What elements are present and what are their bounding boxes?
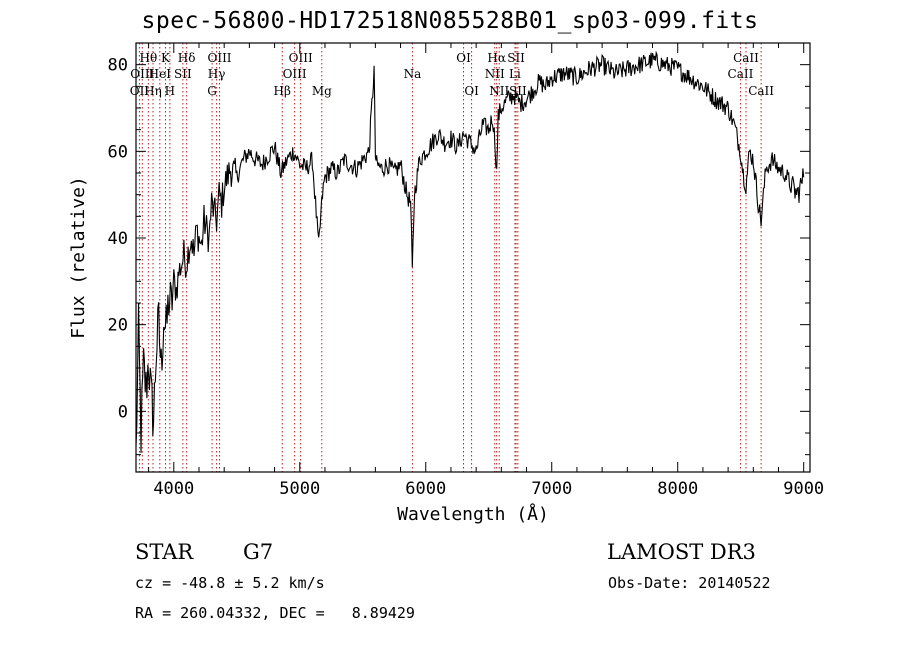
line-marker-label: Hδ bbox=[178, 51, 196, 65]
line-marker-label: OIII bbox=[289, 51, 313, 65]
line-marker-label: OI bbox=[464, 84, 479, 98]
y-tick-label: 20 bbox=[108, 316, 128, 336]
redshift-value: cz = -48.8 ± 5.2 km/s bbox=[135, 574, 325, 592]
line-marker-label: CaII bbox=[748, 84, 774, 98]
x-tick-label: 8000 bbox=[657, 479, 698, 499]
y-tick-label: 60 bbox=[108, 142, 128, 162]
x-axis-ticks: 4000 5000 6000 7000 8000 9000 bbox=[148, 43, 824, 499]
line-marker-label: OIII bbox=[207, 51, 231, 65]
line-marker-label: Mg bbox=[312, 84, 332, 98]
x-tick-label: 7000 bbox=[531, 479, 572, 499]
line-marker-label: G bbox=[207, 84, 217, 98]
y-tick-label: 40 bbox=[108, 229, 128, 249]
survey-name: LAMOST DR3 bbox=[607, 540, 756, 564]
line-marker-label: Hη bbox=[144, 84, 162, 98]
line-marker-label: OIII bbox=[283, 67, 307, 81]
x-tick-label: 6000 bbox=[405, 479, 446, 499]
line-marker-label: Hβ bbox=[274, 84, 291, 98]
y-axis-ticks: 0 20 40 60 80 bbox=[108, 56, 810, 456]
line-marker-label: CaII bbox=[728, 67, 754, 81]
x-tick-label: 4000 bbox=[153, 479, 194, 499]
line-markers bbox=[138, 43, 762, 472]
x-tick-label: 9000 bbox=[783, 479, 824, 499]
line-marker-label: CaII bbox=[733, 51, 759, 65]
line-marker-label: SII bbox=[507, 51, 525, 65]
obs-date: Obs-Date: 20140522 bbox=[608, 574, 771, 592]
x-tick-label: 5000 bbox=[279, 479, 320, 499]
y-axis-label: Flux (relative) bbox=[68, 176, 89, 339]
line-marker-label: Na bbox=[404, 67, 422, 81]
line-marker-label: SII bbox=[509, 84, 527, 98]
line-marker-label: Hγ bbox=[208, 67, 226, 81]
line-marker-label: HeI bbox=[149, 67, 172, 81]
plot-frame bbox=[135, 42, 811, 473]
object-class: STAR bbox=[135, 540, 194, 564]
line-marker-label: Hθ bbox=[139, 51, 157, 65]
line-marker-label: Hα bbox=[487, 51, 506, 65]
spectrum-line bbox=[135, 50, 805, 453]
line-marker-label: SII bbox=[174, 67, 192, 81]
line-marker-label: OII bbox=[130, 84, 150, 98]
line-marker-label: K bbox=[161, 51, 171, 65]
object-subclass: G7 bbox=[243, 540, 274, 564]
ra-dec: RA = 260.04332, DEC = 8.89429 bbox=[135, 604, 415, 622]
line-marker-label: OI bbox=[456, 51, 471, 65]
line-marker-label: NII bbox=[485, 67, 505, 81]
x-axis-label: Wavelength (Å) bbox=[397, 503, 549, 525]
y-tick-label: 0 bbox=[118, 402, 128, 422]
line-marker-label: NII bbox=[489, 84, 509, 98]
line-marker-label: Li bbox=[509, 67, 521, 81]
chart-title: spec-56800-HD172518N085528B01_sp03-099.f… bbox=[141, 8, 759, 34]
y-tick-label: 80 bbox=[108, 56, 128, 76]
line-marker-label: H bbox=[165, 84, 175, 98]
